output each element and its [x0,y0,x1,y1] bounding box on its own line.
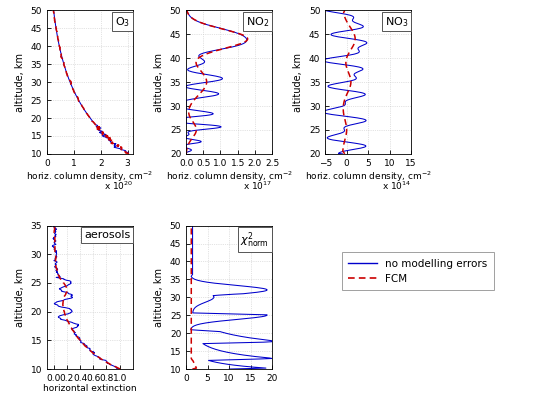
Y-axis label: altitude, km: altitude, km [15,268,25,327]
Text: NO$_3$: NO$_3$ [385,15,409,28]
Text: NO$_2$: NO$_2$ [246,15,269,28]
Text: x 10$^{14}$: x 10$^{14}$ [382,180,411,192]
Text: x 10$^{20}$: x 10$^{20}$ [103,180,133,192]
Text: x 10$^{17}$: x 10$^{17}$ [243,180,272,192]
Text: O$_3$: O$_3$ [115,15,131,28]
Y-axis label: altitude, km: altitude, km [15,53,25,112]
Text: $\chi^2_{\rm norm}$: $\chi^2_{\rm norm}$ [241,230,269,249]
X-axis label: horiz. column density, cm$^{-2}$: horiz. column density, cm$^{-2}$ [305,169,432,183]
Legend: no modelling errors, FCM: no modelling errors, FCM [342,252,494,290]
Y-axis label: altitude, km: altitude, km [293,53,304,112]
Y-axis label: altitude, km: altitude, km [154,268,164,327]
Text: aerosols: aerosols [84,230,131,240]
X-axis label: horizontal extinction: horizontal extinction [43,384,137,393]
X-axis label: horiz. column density, cm$^{-2}$: horiz. column density, cm$^{-2}$ [165,169,293,183]
X-axis label: horiz. column density, cm$^{-2}$: horiz. column density, cm$^{-2}$ [27,169,154,183]
Y-axis label: altitude, km: altitude, km [154,53,164,112]
